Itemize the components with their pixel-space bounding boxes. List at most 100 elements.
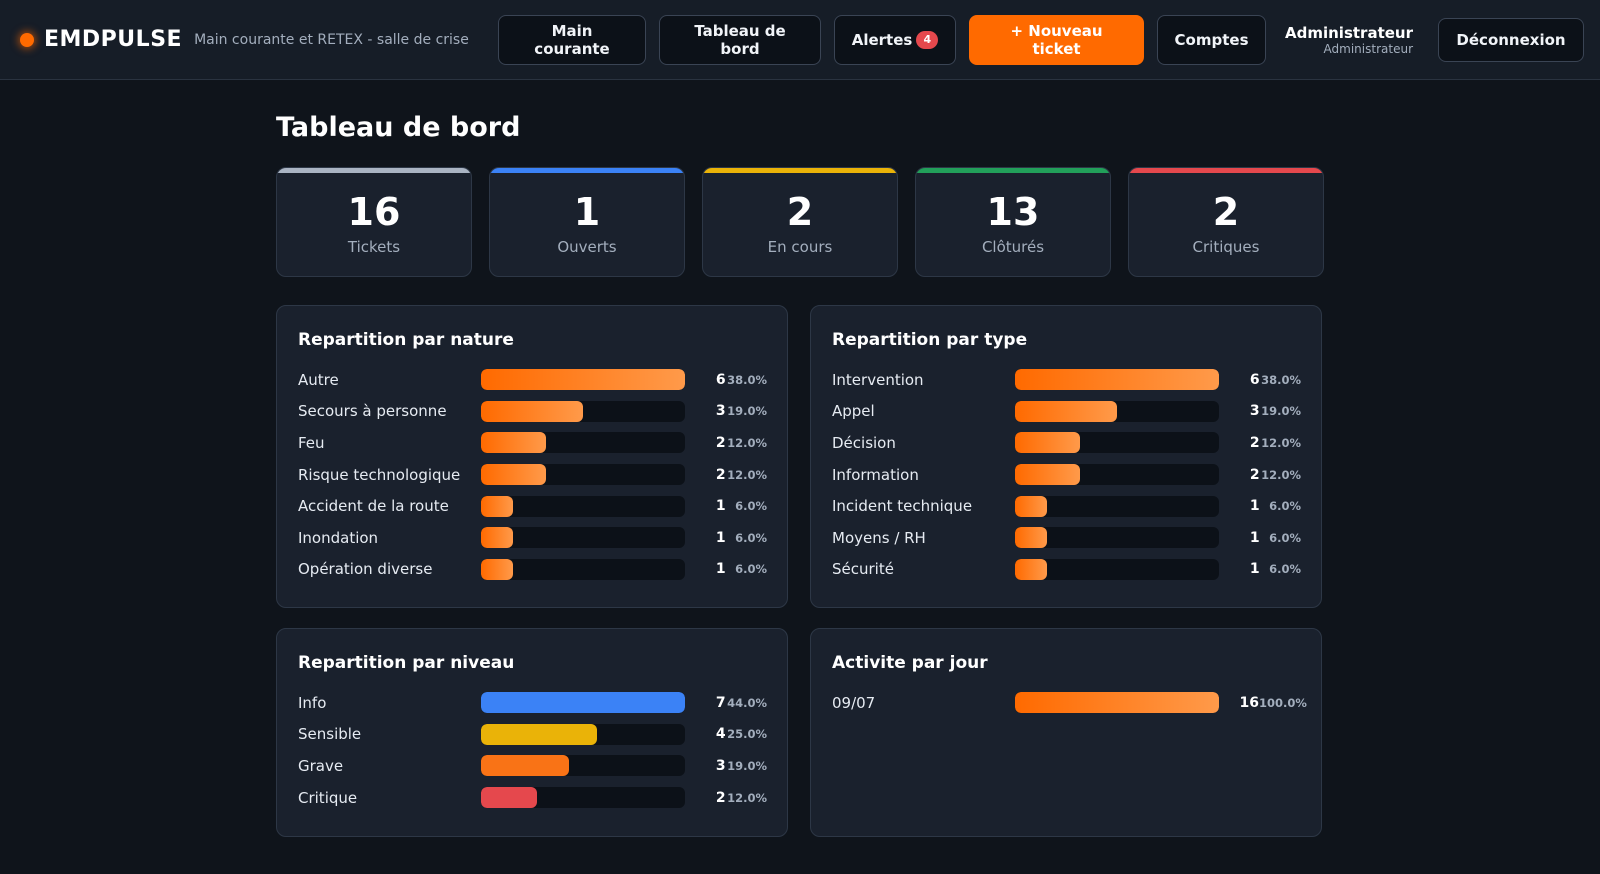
stat-accent-bar: [703, 168, 897, 173]
user-role: Administrateur: [1323, 41, 1413, 56]
bar-track: [481, 432, 686, 454]
bar-track: [481, 369, 686, 391]
bar-percent: 25.0%: [727, 727, 767, 742]
stat-card-en-cours: 2 En cours: [702, 167, 898, 277]
logout-button[interactable]: Déconnexion: [1438, 17, 1584, 62]
bar-row: Sécurité 1 6.0%: [832, 554, 1301, 586]
bar-track: [481, 558, 686, 580]
bar-fill: [481, 400, 584, 422]
bar-label: Grave: [298, 756, 344, 775]
bar-percent: 12.0%: [727, 467, 767, 482]
dashboard-main: Tableau de bord 16 Tickets 1 Ouverts 2 E…: [276, 80, 1334, 837]
bar-count: 2: [1249, 434, 1260, 451]
bar-label: Accident de la route: [298, 497, 449, 516]
bar-fill: [481, 755, 570, 777]
bar-row: Grave 3 19.0%: [298, 750, 767, 782]
bar-fill: [1015, 464, 1080, 486]
bar-label: Sécurité: [832, 560, 894, 579]
page-title: Tableau de bord: [276, 112, 521, 143]
top-bar: EMDPULSE Main courante et RETEX - salle …: [0, 0, 1600, 80]
status-dot-icon: [20, 32, 34, 47]
bar-percent: 100.0%: [1259, 695, 1307, 710]
stat-card-ouverts: 1 Ouverts: [489, 167, 685, 277]
alertes-label: Alertes: [851, 30, 913, 49]
stat-accent-bar: [277, 168, 471, 173]
bar-label: Secours à personne: [298, 402, 447, 421]
new-ticket-button[interactable]: + Nouveau ticket: [969, 14, 1145, 65]
nav-alertes-button[interactable]: Alertes 4: [834, 14, 957, 65]
bar-percent: 6.0%: [735, 562, 767, 577]
bar-percent: 19.0%: [727, 758, 767, 773]
bar-row: Moyens / RH 1 6.0%: [832, 522, 1301, 554]
bar-row: Risque technologique 2 12.0%: [298, 459, 767, 491]
bar-percent: 38.0%: [727, 372, 767, 387]
bar-fill: [481, 432, 546, 454]
bar-label: Information: [832, 465, 919, 484]
bar-count: 4: [715, 726, 726, 743]
bar-row: Appel 3 19.0%: [832, 396, 1301, 428]
bar-label: Incident technique: [832, 497, 973, 516]
panel-title: Activite par jour: [832, 653, 988, 673]
bar-fill: [481, 558, 514, 580]
brand-subtitle: Main courante et RETEX - salle de crise: [194, 31, 469, 48]
stats-row: 16 Tickets 1 Ouverts 2 En cours 13 Clôtu…: [276, 167, 1334, 277]
bar-row: Opération diverse 1 6.0%: [298, 554, 767, 586]
breakdown-grid: Repartition par nature Autre 6 38.0% Secour…: [276, 305, 1334, 837]
bar-track: [1015, 369, 1220, 391]
bar-label: Autre: [298, 370, 339, 389]
brand: EMDPULSE Main courante et RETEX - salle …: [20, 27, 469, 52]
bar-row: Inondation 1 6.0%: [298, 522, 767, 554]
bar-list: Autre 6 38.0% Secours à personne 3 19.0% Feu 2 1…: [298, 364, 767, 585]
bar-label: Info: [298, 693, 327, 712]
panel-title: Repartition par nature: [298, 330, 514, 350]
nav-comptes-button[interactable]: Comptes: [1157, 14, 1267, 65]
bar-label: Risque technologique: [298, 465, 461, 484]
bar-label: Inondation: [298, 528, 379, 547]
bar-count: 1: [715, 561, 726, 578]
bar-row: Incident technique 1 6.0%: [832, 490, 1301, 522]
panel-title: Repartition par niveau: [298, 653, 515, 673]
bar-fill: [1015, 369, 1220, 391]
bar-count: 3: [1249, 403, 1260, 420]
bar-track: [481, 400, 686, 422]
bar-label: Sensible: [298, 725, 362, 744]
stat-value: 2: [1212, 190, 1240, 234]
stat-card-clotures: 13 Clôturés: [915, 167, 1111, 277]
bar-track: [481, 527, 686, 549]
panel-repartition-nature: Repartition par nature Autre 6 38.0% Secour…: [276, 305, 788, 608]
bar-label: Décision: [832, 433, 896, 452]
bar-row: Information 2 12.0%: [832, 459, 1301, 491]
stat-value: 2: [786, 190, 814, 234]
bar-percent: 6.0%: [1269, 530, 1301, 545]
bar-row: Sensible 4 25.0%: [298, 719, 767, 751]
alert-count-badge: 4: [916, 30, 939, 49]
bar-percent: 6.0%: [735, 499, 767, 514]
bar-count: 16: [1239, 694, 1259, 711]
bar-fill: [1015, 692, 1219, 714]
stat-label: Critiques: [1192, 238, 1260, 256]
panel-title: Repartition par type: [832, 330, 1028, 350]
bar-label: Opération diverse: [298, 560, 433, 579]
bar-percent: 38.0%: [1261, 372, 1301, 387]
stat-label: Ouverts: [557, 238, 617, 256]
bar-label: Moyens / RH: [832, 528, 926, 547]
bar-count: 1: [1249, 529, 1260, 546]
bar-row: 09/07 16 100.0%: [832, 687, 1307, 719]
bar-fill: [481, 369, 686, 391]
bar-count: 1: [715, 498, 726, 515]
stat-accent-bar: [916, 168, 1110, 173]
bar-list: Intervention 6 38.0% Appel 3 19.0% Décision 2 12…: [832, 364, 1301, 585]
bar-list: Info 7 44.0% Sensible 4 25.0% Grave 3 19.0% Criti…: [298, 687, 767, 813]
nav-main-courante-button[interactable]: Main courante: [498, 14, 647, 65]
stat-label: En cours: [767, 238, 833, 256]
stat-value: 16: [347, 190, 401, 234]
stat-value: 13: [986, 190, 1040, 234]
bar-fill: [481, 527, 514, 549]
bar-label: Feu: [298, 433, 325, 452]
nav-tableau-de-bord-button[interactable]: Tableau de bord: [659, 14, 822, 65]
bar-fill: [481, 787, 537, 809]
bar-row: Info 7 44.0%: [298, 687, 767, 719]
bar-percent: 19.0%: [727, 404, 767, 419]
bar-label: 09/07: [832, 693, 876, 712]
bar-label: Appel: [832, 402, 875, 421]
